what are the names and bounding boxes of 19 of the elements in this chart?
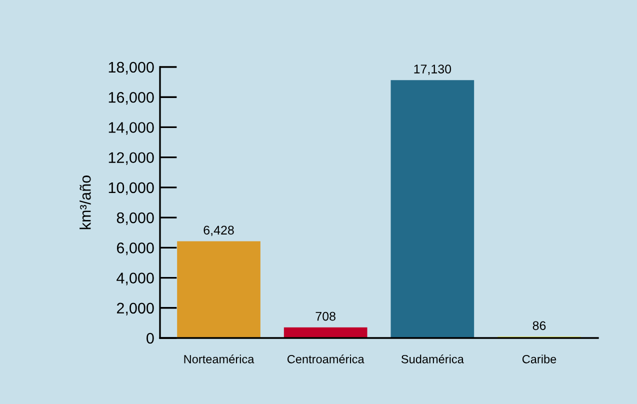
x-tick-label: Caribe	[522, 354, 556, 364]
data-label: 17,130	[414, 64, 452, 75]
data-label: 6,428	[204, 226, 234, 236]
y-tick-label: 6,000	[116, 242, 154, 256]
y-tick-label: 12,000	[108, 152, 154, 165]
data-label: 86	[532, 321, 546, 330]
y-tick-label: 2,000	[116, 302, 154, 316]
x-tick-label: Norteamérica	[184, 354, 254, 364]
y-tick-label: 14,000	[108, 122, 154, 135]
data-label: 708	[316, 312, 336, 321]
x-tick-label: Centroamérica	[287, 354, 364, 364]
y-tick-label: 4,000	[116, 272, 154, 286]
y-tick-label: 16,000	[108, 92, 154, 105]
y-tick-label: 0	[146, 332, 154, 344]
y-tick-label: 18,000	[108, 62, 154, 74]
y-tick-label: 10,000	[108, 182, 154, 195]
y-tick-label: 8,000	[116, 212, 154, 226]
x-tick-label: Sudamérica	[401, 354, 464, 364]
y-axis-title: km³/año	[80, 176, 91, 230]
